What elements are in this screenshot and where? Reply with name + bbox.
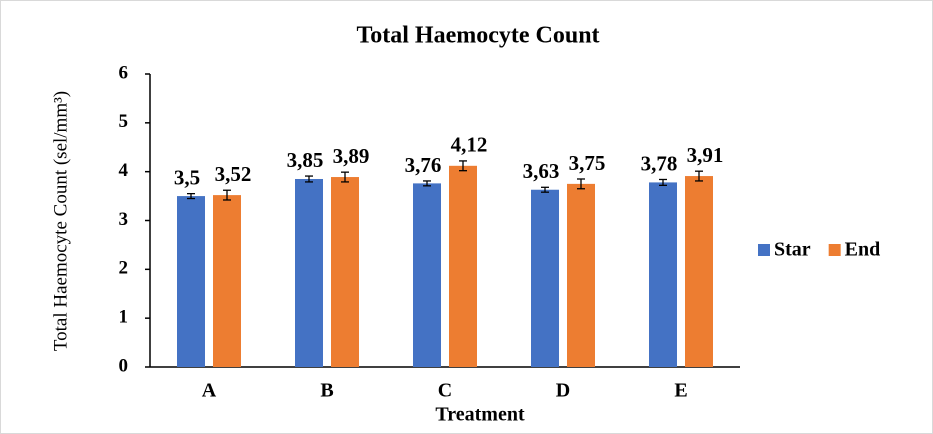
y-tick-label: 5 (119, 111, 129, 132)
x-tick-label: D (556, 380, 570, 402)
y-tick-label: 2 (119, 258, 129, 279)
y-tick-label: 4 (119, 160, 129, 181)
data-label: 4,12 (451, 133, 488, 157)
bar (449, 165, 477, 367)
x-tick-label: C (438, 380, 452, 402)
legend-swatch (828, 244, 841, 256)
data-label: 3,76 (405, 153, 442, 177)
bar (177, 196, 205, 367)
bar (413, 183, 441, 367)
bar (331, 177, 359, 367)
data-label: 3,85 (287, 148, 324, 172)
bar (213, 195, 241, 367)
y-tick-label: 6 (119, 62, 129, 83)
data-label: 3,5 (174, 165, 200, 189)
data-label: 3,89 (333, 144, 370, 168)
y-tick-label: 1 (119, 307, 129, 328)
bar (649, 182, 677, 367)
bar (567, 183, 595, 367)
chart-title: Total Haemocyte Count (356, 23, 599, 49)
data-label: 3,52 (215, 162, 252, 186)
x-tick-label: B (320, 380, 333, 402)
data-label: 3,75 (569, 151, 606, 175)
legend-label: Star (774, 239, 811, 261)
y-axis-label: Total Haemocyte Count (sel/mm³) (50, 91, 71, 351)
legend-label: End (845, 239, 881, 261)
data-label: 3,63 (523, 159, 560, 183)
bar (685, 176, 713, 367)
bar (295, 178, 323, 367)
x-axis-label: Treatment (435, 404, 525, 426)
x-tick-label: E (674, 380, 687, 402)
x-tick-label: A (202, 380, 217, 402)
legend-swatch (758, 244, 770, 256)
y-tick-label: 0 (119, 355, 129, 376)
y-tick-label: 3 (119, 209, 129, 230)
data-label: 3,91 (687, 143, 724, 167)
bar (531, 189, 559, 367)
data-label: 3,78 (641, 151, 678, 175)
